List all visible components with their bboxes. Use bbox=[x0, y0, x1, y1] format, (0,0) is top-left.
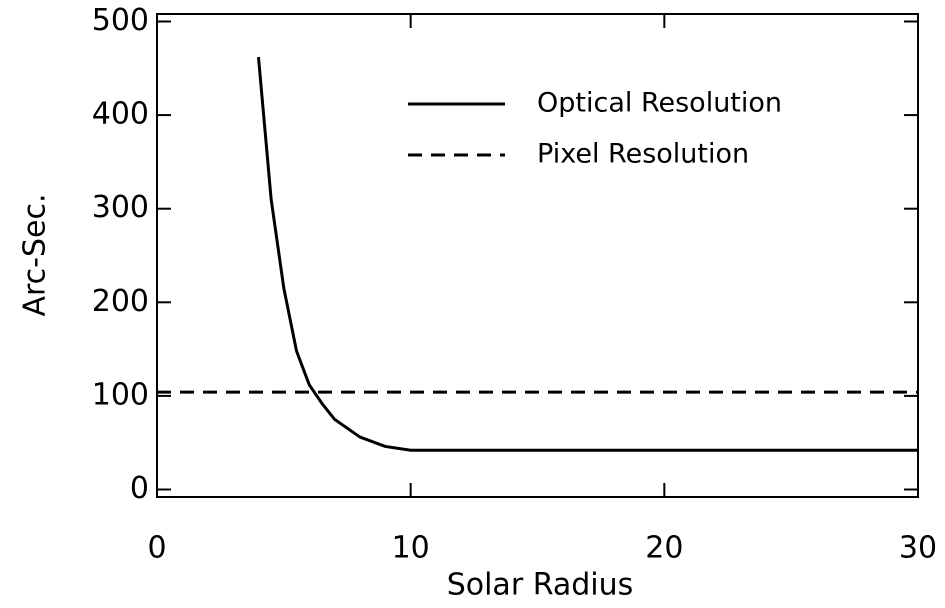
legend-label: Optical Resolution bbox=[537, 88, 782, 119]
y-tick-label: 100 bbox=[92, 377, 149, 412]
y-tick-label: 400 bbox=[92, 97, 149, 132]
x-tick-label: 20 bbox=[645, 531, 683, 566]
y-tick-label: 500 bbox=[92, 3, 149, 38]
legend-label: Pixel Resolution bbox=[537, 139, 749, 170]
x-tick-label: 10 bbox=[392, 531, 430, 566]
y-axis-label: Arc-Sec. bbox=[18, 193, 53, 316]
x-tick-label: 30 bbox=[899, 531, 937, 566]
plot-frame bbox=[156, 13, 919, 498]
x-tick-label: 0 bbox=[147, 531, 166, 566]
y-tick-label: 200 bbox=[92, 284, 149, 319]
line bbox=[256, 56, 918, 452]
y-tick-label: 0 bbox=[130, 471, 149, 506]
y-tick-label: 300 bbox=[92, 190, 149, 225]
x-axis-label: Solar Radius bbox=[447, 568, 634, 603]
